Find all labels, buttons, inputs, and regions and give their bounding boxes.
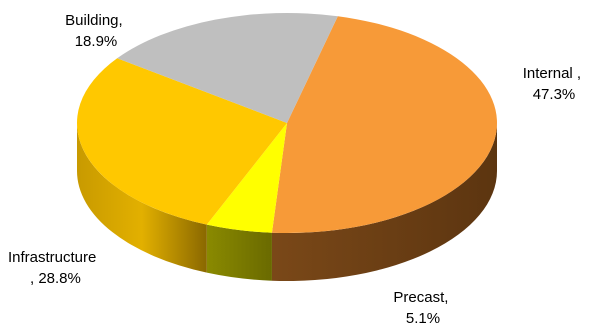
slice-label-precast-name: Precast, [393, 289, 448, 306]
slice-side-precast [206, 224, 272, 281]
slice-internal [271, 16, 497, 233]
pie-sides [77, 123, 497, 282]
slice-building [117, 13, 338, 124]
slice-label-internal-name: Internal , [523, 65, 581, 82]
slice-label-building-value: 18.9% [75, 33, 118, 50]
slice-label-internal: Internal , 47.3% [523, 65, 586, 103]
slice-side-internal [271, 123, 497, 282]
slice-label-infrastructure-value: , 28.8% [30, 270, 81, 287]
slice-side-infrastructure [77, 123, 207, 273]
slice-label-building: Building, 18.9% [65, 12, 127, 50]
slice-label-precast: Precast, 5.1% [393, 289, 452, 327]
slice-label-infrastructure: Infrastructure , 28.8% [8, 249, 101, 287]
slice-precast [206, 123, 287, 233]
slice-label-infrastructure-name: Infrastructure [8, 249, 96, 266]
pie-tops [77, 13, 497, 233]
slice-label-precast-value: 5.1% [406, 310, 440, 327]
slice-label-internal-value: 47.3% [533, 86, 576, 103]
slice-label-building-name: Building, [65, 12, 123, 29]
pie-labels: Internal , 47.3% Precast, 5.1% Infrastru… [8, 12, 586, 327]
slice-infrastructure [77, 58, 287, 225]
